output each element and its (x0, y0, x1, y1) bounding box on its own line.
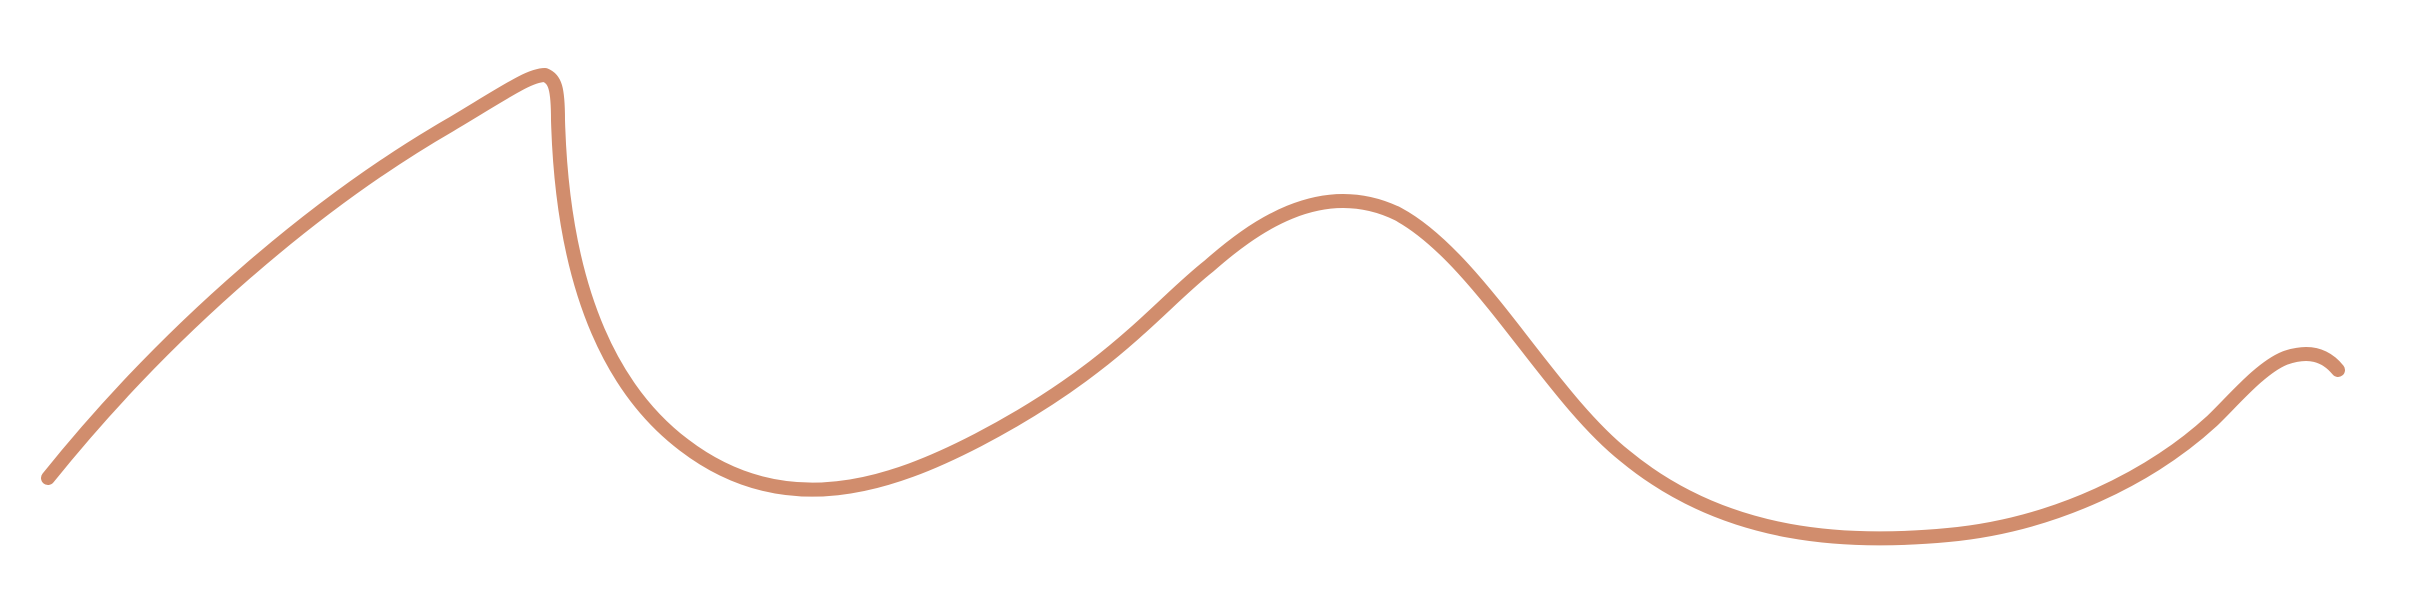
freehand-stroke (41, 68, 2345, 546)
